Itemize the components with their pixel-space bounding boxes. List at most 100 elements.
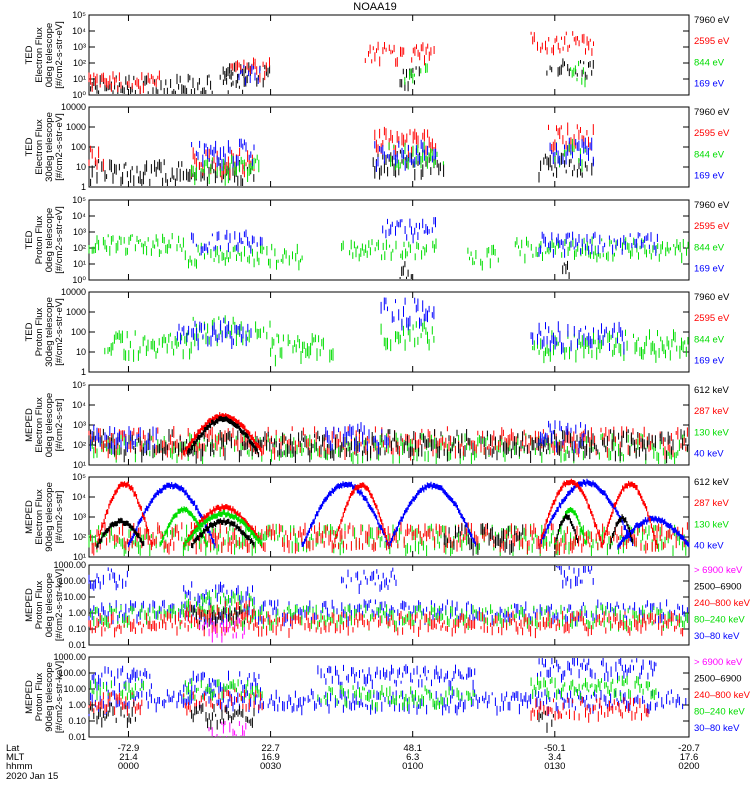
y-tick-label: 10⁰ (72, 275, 86, 285)
y-axis-label: MEPED (24, 408, 35, 442)
legend-entry: 130 keV (694, 427, 730, 438)
y-axis-label: TED (24, 45, 35, 64)
data-segment-green (570, 60, 586, 88)
x-tick-label: 3.4 (548, 752, 561, 763)
legend-entry: 240–800 keV (694, 690, 750, 701)
y-tick-label: 100.00 (58, 576, 86, 586)
y-tick-label: 10.00 (63, 684, 86, 694)
data-segment-green (270, 333, 334, 367)
legend-entry: > 6900 keV (694, 657, 743, 668)
data-hump-red (601, 480, 658, 549)
data-segment-blue (191, 229, 263, 256)
data-segment-magenta (199, 616, 245, 643)
data-segment-blue (88, 567, 128, 591)
data-segment-green (104, 330, 192, 362)
y-axis-label: TED (24, 322, 35, 341)
legend-entry: 844 eV (694, 57, 725, 68)
data-segment-green (514, 236, 689, 264)
legend-entry: 7960 eV (694, 292, 730, 303)
y-tick-label: 1 (81, 367, 86, 377)
y-tick-label: 10000 (61, 287, 86, 297)
data-marks (88, 31, 594, 94)
data-segment-black (90, 159, 255, 186)
y-tick-label: 1000 (66, 122, 86, 132)
y-tick-label: 10² (73, 532, 86, 542)
panel-2: 1 10 100 1000 10000 TED Electron Flux 30deg tel… (24, 102, 730, 192)
data-segment-black (562, 260, 570, 279)
y-axis-label: Electron Flux (34, 489, 45, 545)
y-tick-label: 0.10 (68, 716, 86, 726)
x-row-label-mlt: MLT (6, 752, 24, 763)
y-axis-label: TED (24, 230, 35, 249)
data-segment-red (88, 70, 160, 94)
data-segment-blue (325, 422, 389, 455)
legend-entry: 2500–6900 (694, 673, 742, 684)
y-tick-label: 10⁵ (72, 10, 86, 20)
data-segment-black (443, 523, 524, 556)
y-axis-label: Proton Flux (34, 672, 45, 721)
y-axis-label: Proton Flux (34, 580, 45, 629)
legend-entry: 80–240 keV (694, 614, 745, 625)
x-row-label-hhmm: hhmm (6, 761, 32, 772)
data-segment-blue (374, 139, 437, 172)
y-tick-label: 1000 (66, 307, 86, 317)
data-segment-black (90, 73, 247, 94)
data-segment-green (467, 244, 499, 271)
data-marks (88, 658, 687, 737)
legend-entry: 2595 eV (694, 313, 730, 324)
y-tick-label: 100 (71, 142, 86, 152)
legend-entry: 130 keV (694, 519, 730, 530)
y-axis-label: 30deg telescope (44, 112, 55, 182)
data-segment-green (317, 685, 476, 712)
plot-frame (88, 656, 690, 738)
x-tick-label: 0200 (678, 761, 699, 772)
data-segment-black (546, 58, 594, 81)
y-tick-label: 10² (73, 58, 86, 68)
data-marks (88, 122, 594, 186)
data-segment-green (380, 318, 435, 352)
panel-8: 0.01 0.10 1.00 10.00 100.00 1000.00 MEPED Proto… (24, 652, 750, 742)
legend-entry: 80–240 keV (694, 706, 745, 717)
y-tick-label: 10⁵ (72, 472, 86, 482)
panel-4: 1 10 100 1000 10000 TED Proton Flux 30deg teles… (24, 287, 730, 377)
y-axis-label: [#/cm2-s-str] (54, 399, 65, 452)
legend-entry: 169 eV (694, 263, 725, 274)
y-tick-label: 10⁴ (72, 400, 86, 410)
y-tick-label: 10¹ (73, 259, 86, 269)
y-axis-label: TED (24, 137, 35, 156)
panel-3: 10⁰ 10¹ 10² 10³ 10⁴ 10⁵ TED Proton Flux 0deg tel… (24, 195, 730, 285)
y-tick-label: 10⁴ (72, 492, 86, 502)
y-axis-label: [#/cm2-s-str-eV] (54, 206, 65, 274)
data-segment-red (88, 145, 104, 172)
panel-1: 10⁰ 10¹ 10² 10³ 10⁴ 10⁵ TED Electron Flux 0deg t… (24, 10, 730, 100)
data-segment-magenta (208, 721, 247, 737)
y-axis-label: MEPED (24, 680, 35, 714)
data-segment-blue (176, 317, 252, 351)
legend-entry: 40 keV (694, 540, 724, 551)
legend-entry: 40 keV (694, 448, 724, 459)
y-axis-label: [#/cm2-s-str-keV] (54, 569, 65, 641)
legend-entry: 612 keV (694, 477, 730, 488)
legend-entry: 2595 eV (694, 128, 730, 139)
data-segment-green (532, 329, 689, 364)
panel-6: 10¹ 10² 10³ 10⁴ 10⁵ MEPED Electron Flux 90deg t… (24, 472, 730, 562)
data-segment-red (88, 691, 143, 716)
data-hump-black (609, 514, 634, 550)
panel-5: 10¹ 10² 10³ 10⁴ 10⁵ MEPED Electron Flux 0deg te… (24, 380, 730, 470)
data-segment-blue (530, 321, 625, 355)
y-axis-label: 30deg telescope (44, 297, 55, 367)
data-segment-green (88, 233, 184, 257)
plot-frame (88, 14, 690, 96)
data-hump-red (538, 478, 602, 549)
y-axis-label: MEPED (24, 500, 35, 534)
y-tick-label: 10² (73, 243, 86, 253)
data-marks (88, 566, 688, 643)
y-tick-label: 1000.00 (53, 560, 86, 570)
data-segment-red (530, 696, 649, 723)
x-tick-label: 0030 (260, 761, 281, 772)
legend-entry: 612 keV (694, 385, 730, 396)
y-tick-label: 100 (71, 327, 86, 337)
y-axis-label: Electron Flux (34, 27, 45, 83)
y-axis-label: [#/cm2-s-str] (54, 491, 65, 544)
